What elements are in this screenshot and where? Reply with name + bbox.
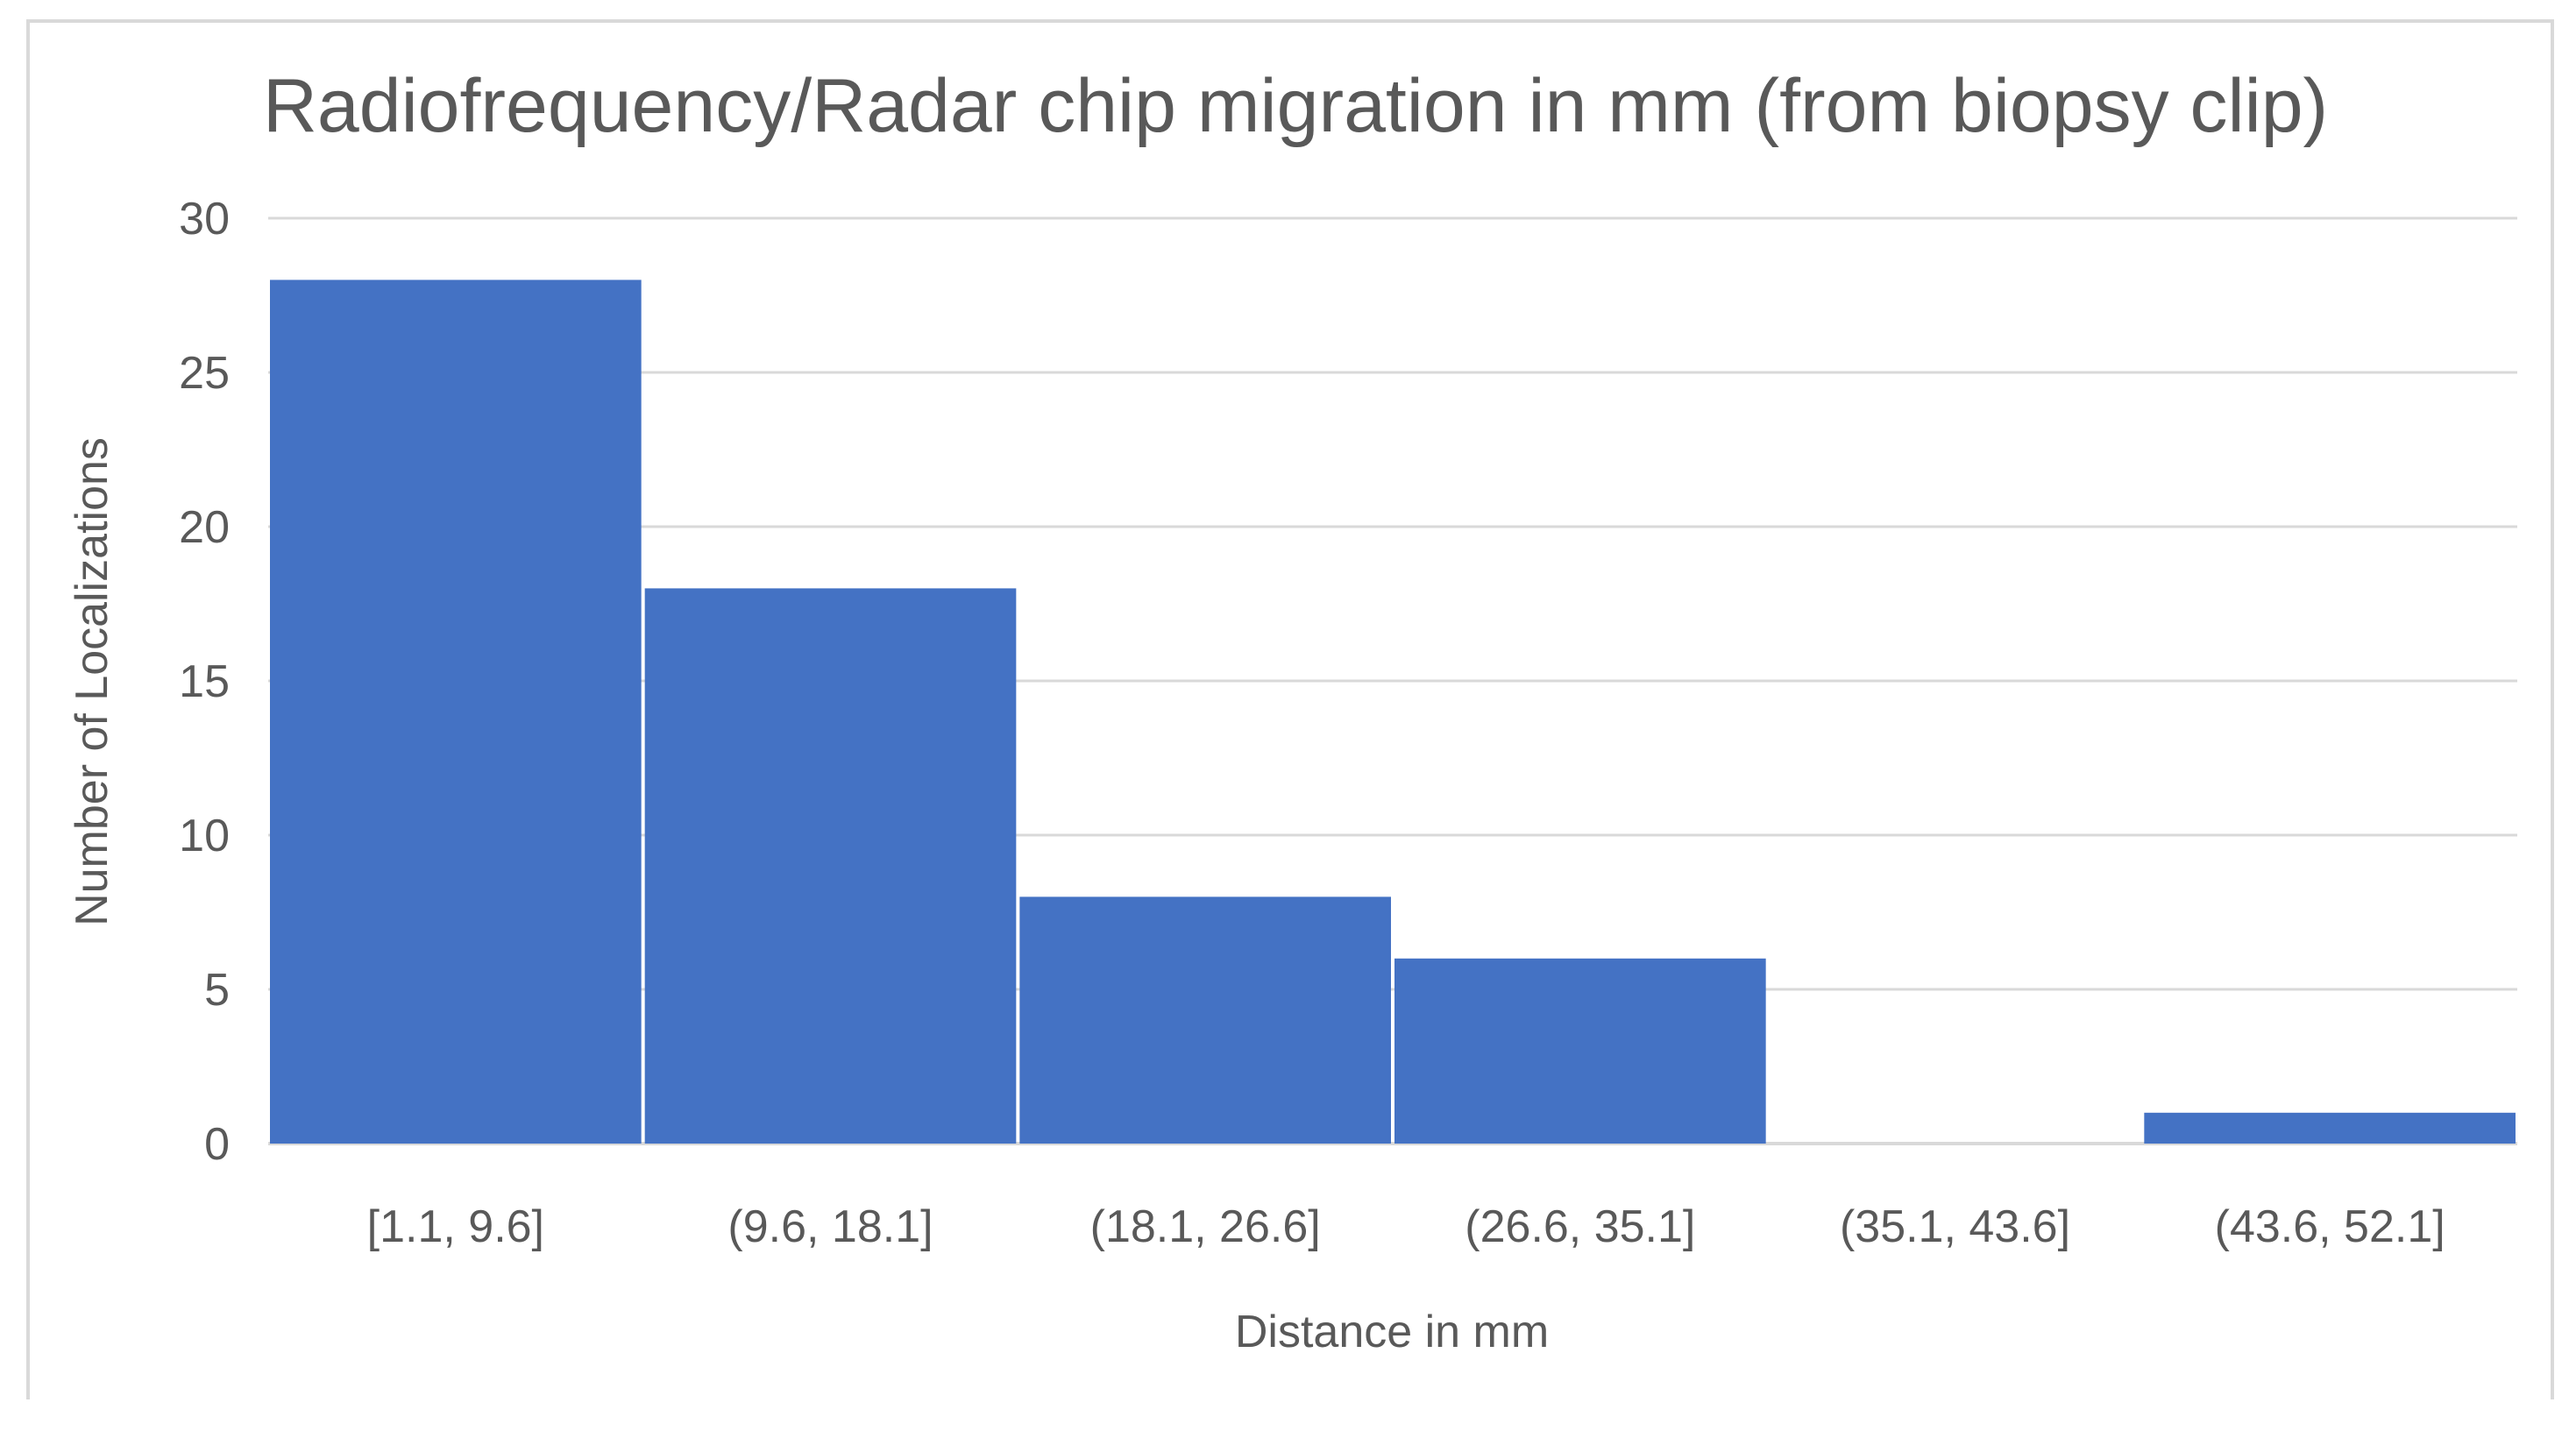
x-tick-label: (18.1, 26.6] (1090, 1201, 1321, 1252)
chart-title: Radiofrequency/Radar chip migration in m… (263, 64, 2328, 148)
x-tick-label: (43.6, 52.1] (2215, 1201, 2445, 1252)
bars (270, 280, 2516, 1144)
histogram-bar (2144, 1112, 2516, 1144)
y-tick-labels: 0 5 10 15 20 25 30 (179, 194, 230, 1170)
x-tick-label: (26.6, 35.1] (1465, 1201, 1695, 1252)
histogram-bar (1394, 958, 1766, 1144)
x-axis-label: Distance in mm (1235, 1307, 1549, 1357)
y-tick-label: 15 (179, 656, 230, 707)
x-tick-label: (9.6, 18.1] (727, 1201, 933, 1252)
histogram-bar (270, 280, 642, 1144)
gridlines (268, 216, 2517, 1145)
chart-frame (26, 19, 2554, 1399)
y-axis-label: Number of Localizations (67, 437, 117, 926)
y-tick-label: 10 (179, 811, 230, 861)
x-tick-labels: [1.1, 9.6] (9.6, 18.1] (18.1, 26.6] (26.6, … (367, 1201, 2445, 1252)
x-tick-label: [1.1, 9.6] (367, 1201, 544, 1252)
y-tick-label: 25 (179, 348, 230, 399)
y-tick-label: 20 (179, 502, 230, 553)
x-tick-label: (35.1, 43.6] (1840, 1201, 2070, 1252)
y-tick-label: 30 (179, 194, 230, 244)
histogram-bar (1019, 896, 1391, 1144)
y-tick-label: 0 (204, 1119, 230, 1170)
histogram-bar (644, 588, 1017, 1144)
y-tick-label: 5 (204, 965, 230, 1016)
